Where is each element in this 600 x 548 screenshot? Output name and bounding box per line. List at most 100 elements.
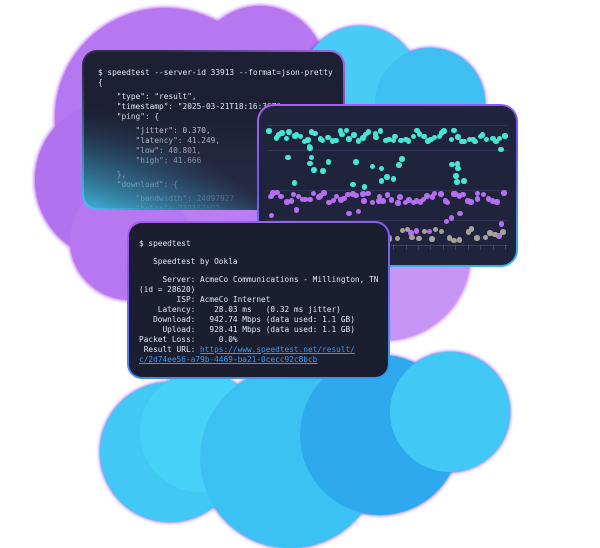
data-dot (321, 190, 327, 196)
data-dot (268, 212, 275, 219)
data-dot (472, 138, 478, 145)
cloud-puff (100, 382, 240, 522)
data-dot (285, 154, 291, 161)
data-dot (448, 215, 455, 221)
data-dot (355, 208, 362, 215)
chart-axis-tick (405, 245, 407, 250)
data-dot (498, 221, 505, 227)
data-dot (451, 127, 457, 134)
result-url-line-1: Result URL: https://www.speedtest.net/re… (139, 345, 388, 355)
data-dot (454, 179, 460, 185)
data-dot (438, 191, 444, 197)
terminal-window-result: $ speedtest Speedtest by Ookla Server: A… (127, 221, 390, 379)
data-dot (369, 163, 376, 170)
data-dot (468, 199, 474, 205)
data-dot (286, 129, 292, 135)
chart-axis-tick (418, 245, 420, 250)
data-dot (396, 162, 402, 168)
chart-axis-tick (455, 245, 457, 250)
data-dot (421, 228, 428, 235)
data-dot (305, 137, 311, 143)
terminal-result-lines: $ speedtest Speedtest by Ookla Server: A… (139, 239, 388, 345)
data-dot (377, 128, 384, 134)
data-dot (350, 181, 356, 188)
result-url-label: Result URL: (139, 345, 201, 354)
terminal-line: Speedtest by Ookla (139, 257, 238, 266)
data-dot (498, 146, 504, 153)
data-dot (378, 178, 385, 184)
data-dot (468, 226, 475, 232)
result-url-link[interactable]: https://www.speedtest.net/result/ (200, 345, 355, 354)
data-dot (312, 130, 318, 137)
data-dot (333, 137, 339, 144)
hero-graphic: { "colors": { "purple_cloud": "#b678f0",… (35, 6, 518, 548)
data-dot (399, 156, 405, 162)
chart-gridline (267, 190, 508, 191)
data-dot (426, 228, 433, 235)
data-dot (384, 174, 390, 180)
cloud-puff (140, 372, 260, 492)
result-url-line-2: c/2d74ee56-a79b-4469-ba21-0cecc92c8bcb (139, 355, 388, 365)
data-dot (307, 196, 313, 203)
data-dot (432, 226, 439, 233)
data-dot (500, 229, 506, 235)
terminal-line: (id = 28620) (139, 285, 196, 294)
terminal-line (139, 249, 388, 257)
cloud-puff (200, 368, 380, 548)
cloud-puff (390, 352, 510, 472)
data-dot (390, 176, 397, 182)
data-dot (365, 190, 371, 197)
data-dot (448, 136, 455, 143)
data-dot (373, 134, 379, 141)
chart-axis-tick (430, 245, 432, 250)
data-dot (266, 128, 272, 134)
data-dot (474, 196, 481, 202)
chart-axis-tick (467, 245, 469, 250)
terminal-result-content: $ speedtest Speedtest by Ookla Server: A… (129, 223, 388, 377)
terminal-line: Download: 942.74 Mbps (data used: 1.1 GB… (139, 315, 355, 324)
data-dot (369, 199, 376, 206)
data-dot (346, 210, 352, 217)
data-dot (395, 200, 401, 206)
data-dot (496, 233, 502, 239)
terminal-line: Server: AcmeCo Communications - Millingt… (139, 275, 379, 284)
chart-gridline (267, 125, 508, 126)
data-dot (454, 161, 461, 167)
terminal-line: ISP: AcmeCo Internet (139, 295, 271, 304)
data-dot (380, 198, 386, 204)
data-dot (293, 207, 300, 213)
data-dot (410, 133, 417, 140)
data-dot (288, 198, 294, 204)
data-dot (416, 235, 422, 242)
data-dot (431, 190, 438, 197)
data-dot (307, 145, 313, 151)
data-dot (444, 199, 451, 206)
data-dot (392, 133, 398, 140)
terminal-line: Upload: 928.41 Mbps (data used: 1.1 GB) (139, 325, 355, 334)
data-dot (291, 180, 298, 186)
data-dot (361, 184, 368, 190)
data-dot (453, 173, 459, 179)
chart-axis-tick (480, 245, 482, 250)
result-url-link-continued[interactable]: c/2d74ee56-a79b-4469-ba21-0cecc92c8bcb (139, 355, 318, 364)
data-dot (339, 131, 345, 138)
data-dot (353, 159, 359, 165)
data-dot (474, 235, 480, 241)
data-dot (351, 132, 357, 138)
data-dot (279, 130, 285, 136)
data-dot (278, 193, 284, 200)
data-dot (397, 194, 403, 200)
data-dot (487, 230, 493, 236)
data-dot (361, 198, 367, 204)
data-dot (460, 191, 466, 198)
terminal-line: Latency: 28.03 ms (0.32 ms jitter) (139, 305, 341, 314)
data-dot (353, 192, 359, 199)
cloud-puff (300, 355, 460, 515)
data-dot (429, 236, 435, 242)
data-dot (502, 133, 508, 139)
data-dot (378, 165, 385, 172)
data-dot (365, 129, 372, 135)
terminal-line (139, 267, 388, 275)
data-dot (308, 154, 315, 161)
data-dot (307, 160, 313, 167)
